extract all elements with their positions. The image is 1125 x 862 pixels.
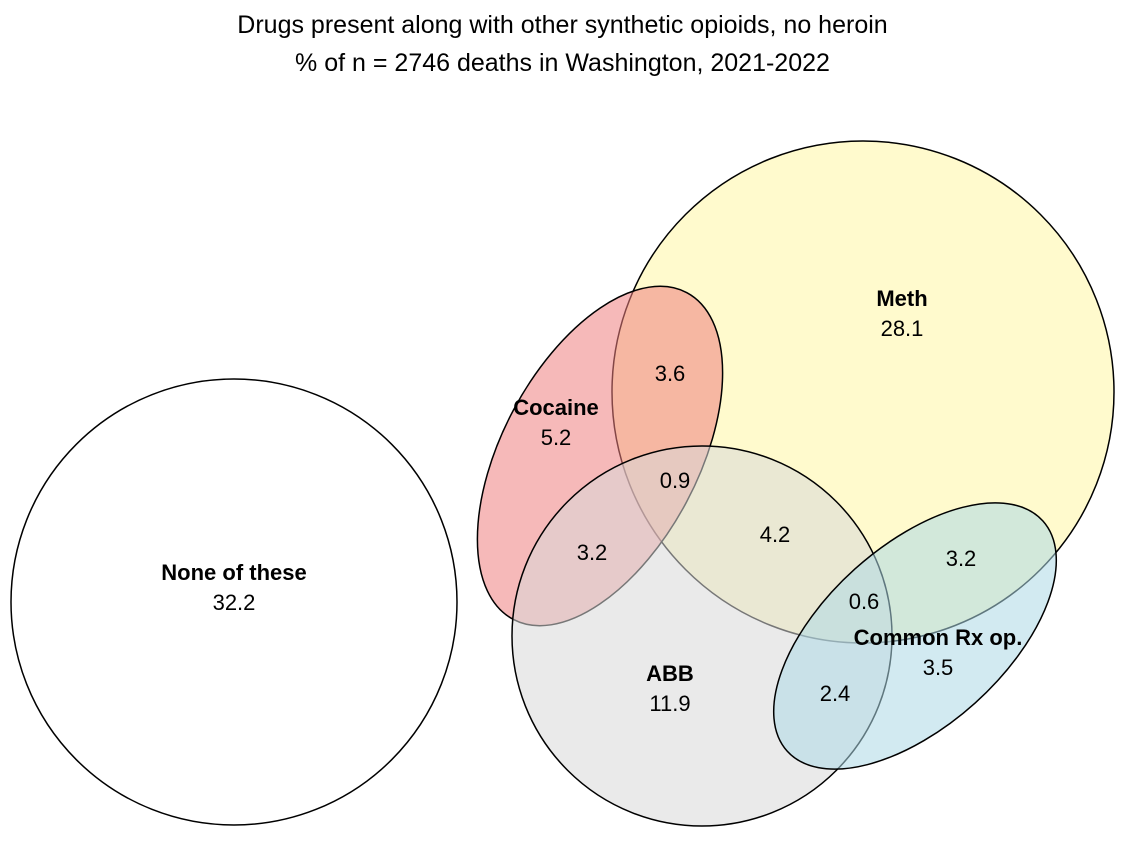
cocaine-abb-value: 3.2: [577, 540, 608, 565]
cocaine-value: 5.2: [541, 425, 572, 450]
none-circle: [10, 378, 458, 826]
abb-name: ABB: [646, 661, 694, 686]
meth-abb-value: 4.2: [760, 522, 791, 547]
rx-name: Common Rx op.: [854, 625, 1023, 650]
meth-name: Meth: [876, 286, 927, 311]
meth-value: 28.1: [881, 316, 924, 341]
none-name: None of these: [161, 560, 306, 585]
rx-value: 3.5: [923, 655, 954, 680]
abb-value: 11.9: [649, 691, 690, 716]
rx-ellipse: [772, 502, 1058, 770]
none-value: 32.2: [213, 590, 256, 615]
meth-rx-value: 3.2: [946, 546, 977, 571]
chart-title: Drugs present along with other synthetic…: [237, 11, 888, 39]
cocaine-meth-abb-value: 0.9: [660, 468, 691, 493]
title-block: Drugs present along with other synthetic…: [0, 6, 1125, 82]
cocaine-name: Cocaine: [513, 395, 599, 420]
abb-rx-value: 2.4: [820, 681, 851, 706]
meth-abb-rx-value: 0.6: [849, 589, 880, 614]
chart-subtitle: % of n = 2746 deaths in Washington, 2021…: [295, 49, 830, 77]
cocaine-meth-value: 3.6: [655, 361, 686, 386]
